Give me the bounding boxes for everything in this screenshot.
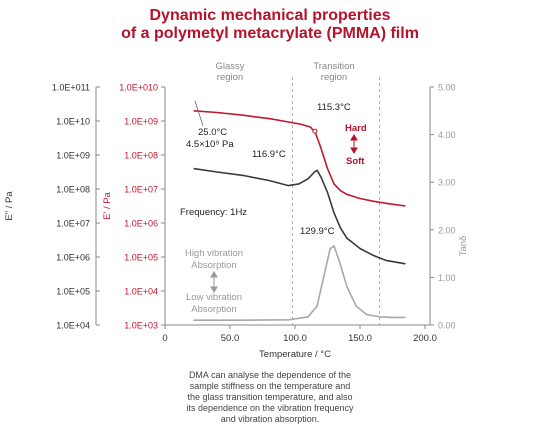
y-left-tick-label: 1.0E+10 [56, 117, 90, 127]
annot-25c-leader [194, 100, 204, 127]
y-mid-tick-label: 1.0E+04 [124, 287, 158, 297]
x-axis-label: Temperature / °C [259, 349, 331, 360]
y-left-tick-label: 1.0E+07 [56, 219, 90, 229]
y-right-tick-label: 2.00 [438, 225, 456, 235]
y-mid-tick-label: 1.0E+09 [124, 117, 158, 127]
annot-hard: Hard [345, 123, 367, 134]
series-point-115-3 [312, 128, 318, 134]
series-line-left [193, 167, 406, 265]
y-left-tick-label: 1.0E+05 [56, 287, 90, 297]
x-tick-label: 200.0 [413, 333, 437, 344]
x-tick-label: 50.0 [221, 333, 240, 344]
x-tick-label: 100.0 [283, 333, 307, 344]
annot-low-vibration: Low vibration [186, 292, 242, 303]
high-low-arrow [210, 271, 218, 293]
annot-25c: 25.0°C [198, 127, 227, 138]
chart-title-line2: of a polymetyl metacrylate (PMMA) film [121, 25, 419, 42]
region-label: Transition [313, 61, 354, 72]
y-right-tick-label: 4.00 [438, 130, 456, 140]
y-left-tick-label: 1.0E+011 [52, 83, 90, 93]
caption-line-3: the glass transition temperature, and al… [187, 392, 352, 402]
region-label: region [217, 72, 243, 83]
y-right-tick-label: 1.00 [438, 273, 456, 283]
y-right-axis-label: Tanδ [458, 236, 469, 257]
y-mid-tick-label: 1.0E+03 [124, 321, 158, 331]
y-mid-tick-label: 1.0E+06 [124, 219, 158, 229]
y-right-tick-label: 3.00 [438, 178, 456, 188]
region-label: Glassy [215, 61, 244, 72]
annot-high-vibration: High vibration [185, 248, 243, 259]
caption-line-2: sample stiffness on the temperature and [190, 381, 350, 391]
hard-soft-arrow [350, 134, 358, 154]
annot-frequency: Frequency: 1Hz [180, 207, 247, 218]
region-label: region [321, 72, 347, 83]
series-line-right [193, 245, 406, 321]
y-right-tick-label: 5.00 [438, 83, 456, 93]
y-left-tick-label: 1.0E+09 [56, 151, 90, 161]
y-right-tick-label: 0.00 [438, 321, 456, 331]
annot-high-absorption: Absorption [191, 260, 236, 271]
annot-115-3c: 115.3°C [317, 102, 351, 113]
caption-line-5: and vibration absorption. [221, 414, 320, 424]
y-mid-tick-label: 1.0E+010 [119, 83, 158, 93]
x-tick-label: 150.0 [348, 333, 372, 344]
y-mid-tick-label: 1.0E+05 [124, 253, 158, 263]
y-left-tick-label: 1.0E+06 [56, 253, 90, 263]
y-mid-tick-label: 1.0E+08 [124, 151, 158, 161]
annot-low-absorption: Absorption [191, 304, 236, 315]
y-left-tick-label: 1.0E+04 [56, 321, 90, 331]
annot-129-9c: 129.9°C [300, 226, 335, 237]
caption-line-1: DMA can analyse the dependence of the [189, 370, 351, 380]
y-left-tick-label: 1.0E+08 [56, 185, 90, 195]
annot-modulus: 4.5×10⁹ Pa [186, 139, 234, 150]
y-mid-tick-label: 1.0E+07 [124, 185, 158, 195]
chart-title-line1: Dynamic mechanical properties [150, 7, 391, 24]
caption-line-4: its dependence on the vibration frequenc… [186, 403, 354, 413]
series-line-mid [193, 110, 406, 207]
y-mid-axis-label: E' / Pa [102, 191, 113, 219]
annot-soft: Soft [346, 156, 365, 167]
x-tick-label: 0 [162, 333, 167, 344]
y-left-axis-label: E" / Pa [4, 191, 15, 221]
annot-116-9c: 116.9°C [252, 149, 286, 160]
